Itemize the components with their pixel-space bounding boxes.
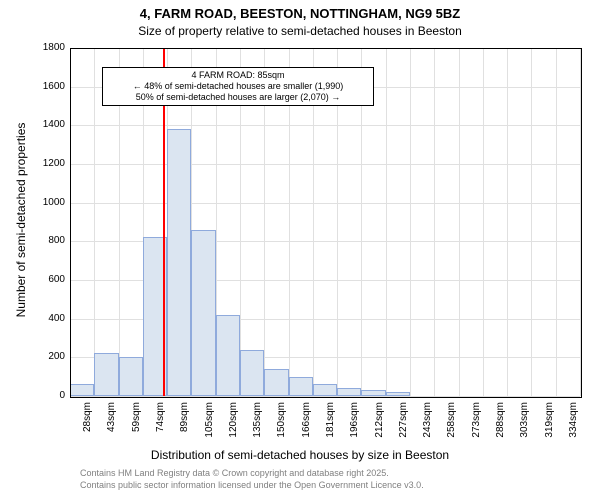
gridline [459, 48, 460, 396]
x-tick-label: 212sqm [374, 402, 385, 452]
gridline [410, 48, 411, 396]
gridline [483, 48, 484, 396]
gridline [386, 48, 387, 396]
y-tick-label: 1600 [25, 81, 65, 92]
x-tick-label: 258sqm [446, 402, 457, 452]
gridline [507, 48, 508, 396]
x-tick-label: 150sqm [276, 402, 287, 452]
annotation-line: 4 FARM ROAD: 85sqm [107, 70, 369, 81]
gridline [556, 48, 557, 396]
gridline [70, 396, 580, 397]
x-tick-label: 120sqm [228, 402, 239, 452]
y-tick-label: 800 [25, 235, 65, 246]
histogram-bar [313, 384, 337, 396]
gridline [70, 48, 71, 396]
footer-line1: Contains HM Land Registry data © Crown c… [80, 468, 389, 478]
x-tick-label: 288sqm [495, 402, 506, 452]
chart-container: 4, FARM ROAD, BEESTON, NOTTINGHAM, NG9 5… [0, 0, 600, 500]
gridline [70, 203, 580, 204]
y-tick-label: 200 [25, 351, 65, 362]
histogram-bar [119, 357, 143, 396]
gridline [70, 164, 580, 165]
x-tick-label: 181sqm [325, 402, 336, 452]
x-tick-label: 273sqm [471, 402, 482, 452]
histogram-bar [191, 230, 215, 396]
x-tick-label: 105sqm [204, 402, 215, 452]
x-tick-label: 135sqm [252, 402, 263, 452]
x-tick-label: 74sqm [155, 402, 166, 452]
histogram-bar [264, 369, 288, 396]
histogram-bar [361, 390, 385, 396]
histogram-bar [386, 392, 410, 396]
x-tick-label: 303sqm [519, 402, 530, 452]
y-tick-label: 1800 [25, 42, 65, 53]
x-tick-label: 334sqm [568, 402, 579, 452]
y-tick-label: 1000 [25, 197, 65, 208]
gridline [580, 48, 581, 396]
histogram-bar [94, 353, 118, 396]
annotation-line: ← 48% of semi-detached houses are smalle… [107, 81, 369, 92]
gridline [531, 48, 532, 396]
chart-title-line1: 4, FARM ROAD, BEESTON, NOTTINGHAM, NG9 5… [0, 6, 600, 21]
chart-title-line2: Size of property relative to semi-detach… [0, 24, 600, 38]
y-axis-label: Number of semi-detached properties [14, 60, 28, 380]
footer-line2: Contains public sector information licen… [80, 480, 424, 490]
gridline [70, 48, 580, 49]
gridline [70, 125, 580, 126]
x-tick-label: 319sqm [544, 402, 555, 452]
x-tick-label: 166sqm [301, 402, 312, 452]
histogram-bar [289, 377, 313, 396]
histogram-bar [70, 384, 94, 396]
y-tick-label: 400 [25, 313, 65, 324]
histogram-bar [216, 315, 240, 396]
y-tick-label: 600 [25, 274, 65, 285]
gridline [434, 48, 435, 396]
x-tick-label: 43sqm [106, 402, 117, 452]
annotation-box: 4 FARM ROAD: 85sqm← 48% of semi-detached… [102, 67, 374, 105]
x-tick-label: 89sqm [179, 402, 190, 452]
histogram-bar [167, 129, 191, 396]
x-tick-label: 227sqm [398, 402, 409, 452]
y-tick-label: 1400 [25, 119, 65, 130]
x-tick-label: 243sqm [422, 402, 433, 452]
gridline [94, 48, 95, 396]
y-tick-label: 1200 [25, 158, 65, 169]
histogram-bar [240, 350, 264, 396]
x-tick-label: 59sqm [131, 402, 142, 452]
histogram-bar [337, 388, 361, 396]
x-tick-label: 196sqm [349, 402, 360, 452]
x-tick-label: 28sqm [82, 402, 93, 452]
annotation-line: 50% of semi-detached houses are larger (… [107, 92, 369, 103]
y-tick-label: 0 [25, 390, 65, 401]
